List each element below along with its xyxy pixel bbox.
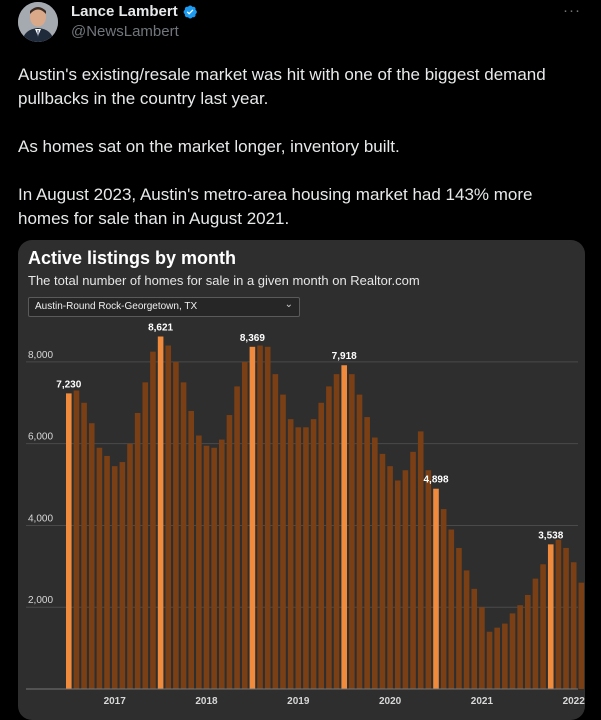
avatar-image xyxy=(18,2,58,42)
avatar[interactable] xyxy=(18,2,58,42)
x-tick-label: 2020 xyxy=(379,696,402,707)
bar xyxy=(494,627,500,689)
bar xyxy=(570,562,577,689)
bar xyxy=(241,361,248,689)
active-listings-chart: 2,000 4,000 6,000 8,000 7,230 8,621 8,369 7,918… xyxy=(26,322,585,707)
bar xyxy=(196,435,202,689)
bar xyxy=(73,390,80,689)
bar xyxy=(211,447,217,689)
chart-subtitle: The total number of homes for sale in a … xyxy=(28,273,420,288)
bar xyxy=(479,607,485,689)
bar xyxy=(578,582,585,689)
chevron-down-icon: ⌄ xyxy=(284,299,293,310)
bar xyxy=(173,361,179,689)
data-label: 4,898 xyxy=(423,475,448,486)
data-label: 3,538 xyxy=(538,530,563,541)
y-tick-label: 8,000 xyxy=(28,350,53,361)
bar xyxy=(440,509,447,689)
bar xyxy=(287,419,294,689)
data-label: 8,369 xyxy=(240,333,265,344)
bar xyxy=(456,547,462,689)
bar xyxy=(180,382,187,689)
bar xyxy=(417,431,424,689)
bar xyxy=(318,402,325,689)
metro-select-value: Austin-Round Rock-Georgetown, TX xyxy=(35,301,198,312)
bar xyxy=(425,470,432,689)
highlight-bar xyxy=(341,365,347,689)
bar xyxy=(448,529,455,689)
metro-select[interactable]: Austin-Round Rock-Georgetown, TX ⌄ xyxy=(28,297,300,317)
bar xyxy=(127,443,133,689)
bar xyxy=(540,564,546,689)
chart-title: Active listings by month xyxy=(28,248,237,268)
verified-badge-icon xyxy=(183,4,197,19)
x-tick-label: 2022 xyxy=(563,696,585,707)
bar xyxy=(119,462,126,689)
tweet-text: Austin's existing/resale market was hit … xyxy=(18,65,546,228)
bar xyxy=(257,345,263,689)
bar xyxy=(264,346,271,689)
chart-card[interactable]: 2,000 4,000 6,000 8,000 7,230 8,621 8,369 7,918… xyxy=(18,240,585,720)
author-name[interactable]: Lance Lambert xyxy=(71,3,178,20)
bar xyxy=(272,374,279,689)
y-tick-label: 6,000 xyxy=(28,432,53,443)
highlight-bar xyxy=(547,544,554,689)
bar xyxy=(333,374,340,689)
highlight-bar xyxy=(433,488,439,689)
bar xyxy=(280,394,286,689)
y-tick-label: 4,000 xyxy=(28,513,53,524)
bar xyxy=(364,417,370,689)
bar xyxy=(356,394,363,689)
bar xyxy=(310,419,317,689)
bar xyxy=(532,578,539,689)
bar xyxy=(142,382,149,689)
bar xyxy=(104,455,110,689)
data-label: 7,918 xyxy=(332,351,357,362)
y-tick-label: 2,000 xyxy=(28,595,53,606)
bar xyxy=(517,605,523,689)
x-tick-label: 2018 xyxy=(195,696,218,707)
bar xyxy=(165,345,172,689)
bar xyxy=(111,466,118,689)
bar xyxy=(134,413,141,689)
bar xyxy=(150,351,156,689)
x-tick-label: 2017 xyxy=(104,696,127,707)
bar xyxy=(349,374,355,689)
bar xyxy=(372,437,378,689)
x-tick-label: 2021 xyxy=(471,696,494,707)
bar xyxy=(219,439,225,689)
bar xyxy=(463,570,470,689)
bar xyxy=(394,480,401,689)
data-label: 8,621 xyxy=(148,322,173,333)
bar xyxy=(509,613,516,689)
highlight-bar xyxy=(157,336,164,689)
bar xyxy=(295,427,302,689)
bar xyxy=(502,623,508,689)
bar xyxy=(234,386,240,689)
bar xyxy=(563,547,569,689)
bar xyxy=(379,453,386,689)
bar xyxy=(555,539,562,689)
bar xyxy=(402,470,409,689)
author-handle[interactable]: @NewsLambert xyxy=(71,23,179,40)
bar xyxy=(96,447,103,689)
bar xyxy=(410,451,416,689)
bar xyxy=(303,427,309,689)
data-label: 7,230 xyxy=(56,379,81,390)
bar xyxy=(525,594,531,689)
bar xyxy=(387,466,393,689)
bar xyxy=(486,631,493,689)
more-options-icon[interactable]: ··· xyxy=(563,2,581,19)
bar xyxy=(471,588,478,689)
x-tick-label: 2019 xyxy=(287,696,310,707)
bar xyxy=(88,423,95,689)
bar xyxy=(81,402,87,689)
bar xyxy=(326,386,332,689)
bar xyxy=(203,445,210,689)
highlight-bar xyxy=(66,393,72,689)
bar xyxy=(188,410,194,689)
highlight-bar xyxy=(249,346,256,689)
bar xyxy=(226,415,233,689)
